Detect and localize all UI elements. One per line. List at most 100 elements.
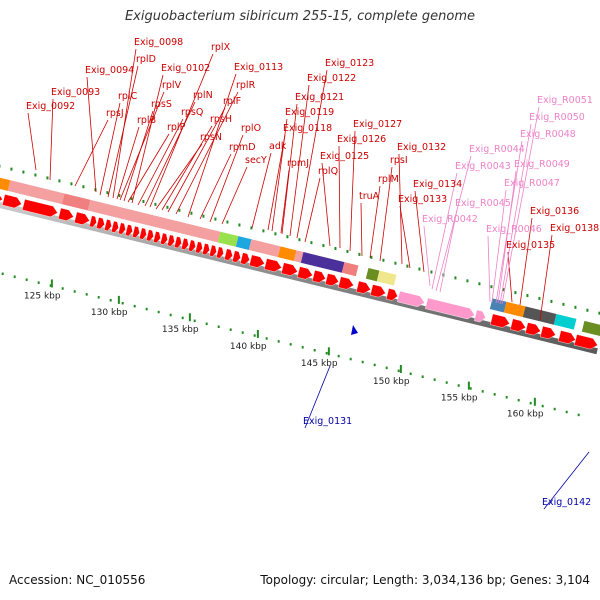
- cds-arrow: [139, 227, 147, 240]
- gene-leader-line: [27, 112, 37, 171]
- rna-arrow: [474, 309, 486, 323]
- feature-block: [489, 298, 507, 313]
- cds-arrow: [195, 241, 203, 254]
- gene-leader-line: [497, 170, 517, 304]
- cds-arrow: [104, 219, 112, 232]
- cds-arrow: [386, 288, 398, 301]
- gene-leader-line: [399, 205, 411, 269]
- cds-arrow: [249, 254, 265, 268]
- feature-block: [277, 246, 297, 262]
- cds-arrow: [216, 246, 224, 259]
- gene-leader-line: [175, 91, 239, 215]
- gene-leader-line: [519, 217, 533, 306]
- scale-label: 160 kbp: [507, 410, 544, 420]
- gene-label: Exig_R0046: [486, 224, 542, 235]
- gene-label: Exig_0142: [542, 497, 591, 508]
- gene-leader-line: [99, 102, 121, 196]
- gene-label: Exig_0092: [26, 101, 75, 112]
- cds-arrow: [96, 217, 105, 230]
- gene-label: Exig_0121: [295, 92, 344, 103]
- feature-block: [300, 252, 345, 273]
- gene-leader-line: [199, 153, 232, 220]
- cds-arrow: [264, 258, 282, 272]
- gene-label: Exig_R0042: [422, 214, 478, 225]
- gene-leader-line: [144, 101, 196, 207]
- cds-arrow: [312, 270, 326, 283]
- cds-arrow: [558, 330, 576, 344]
- gene-leader-line: [86, 76, 97, 193]
- feature-block: [503, 301, 526, 318]
- scale-label: 130 kbp: [91, 308, 128, 318]
- gene-leader-line: [155, 143, 203, 210]
- feature-block: [522, 306, 557, 325]
- cds-arrow: [356, 280, 371, 294]
- gene-label: rplC: [118, 91, 138, 102]
- gene-label: Exig_0094: [85, 65, 134, 76]
- topology-summary: Topology: circular; Length: 3,034,136 bp…: [260, 573, 590, 587]
- gene-leader-line: [423, 225, 431, 287]
- cds-arrow: [232, 250, 241, 263]
- gene-label: rplQ: [318, 166, 338, 177]
- gene-label: Exig_0126: [337, 134, 386, 145]
- gene-label: Exig_0132: [397, 142, 446, 153]
- rna-arrow: [425, 297, 475, 320]
- gene-leader-line: [131, 74, 164, 204]
- gene-label: Exig_R0043: [455, 161, 511, 172]
- cds-arrow: [240, 252, 250, 265]
- gene-label: Exig_0125: [320, 151, 369, 162]
- map-title: Exiguobacterium sibiricum 255-15, comple…: [124, 9, 476, 24]
- gene-leader-line: [379, 166, 393, 262]
- gene-leader-line: [296, 69, 328, 239]
- gene-label: rpmJ: [287, 158, 309, 169]
- gene-leader-line: [187, 73, 237, 218]
- cds-arrow: [160, 232, 168, 245]
- gene-label: Exig_R0051: [537, 95, 593, 106]
- gene-leader-line: [507, 251, 513, 303]
- gene-leader-line: [280, 169, 290, 234]
- cds-arrow: [0, 195, 3, 202]
- cds-arrow: [118, 222, 126, 235]
- gene-label: rpsH: [210, 114, 232, 125]
- scale-label: 155 kbp: [441, 394, 478, 404]
- scale-label: 135 kbp: [162, 325, 199, 335]
- gene-leader-line: [251, 152, 272, 229]
- gene-leader-line: [304, 177, 321, 243]
- gene-leader-line: [349, 130, 356, 252]
- rna-arrow: [397, 290, 425, 307]
- gene-leader-line: [149, 53, 214, 208]
- cds-arrow: [22, 198, 58, 218]
- cds-arrow: [58, 207, 74, 221]
- gene-label: rplR: [236, 80, 256, 91]
- gene-label: Exig_R0050: [529, 112, 585, 123]
- cds-arrow: [202, 243, 210, 256]
- gene-label: Exig_0113: [234, 62, 283, 73]
- gene-leader-line: [543, 451, 590, 510]
- cds-arrow: [74, 211, 90, 225]
- gene-leader-line: [209, 134, 244, 223]
- gene-label: rplV: [162, 80, 182, 91]
- gene-label: Exig_0127: [353, 119, 402, 130]
- cds-arrow: [338, 276, 354, 290]
- scale-label: 150 kbp: [373, 377, 410, 387]
- gene-leader-line: [281, 103, 298, 235]
- gene-leader-line: [123, 110, 154, 202]
- gene-label: rplB: [137, 115, 156, 126]
- gene-leader-line: [271, 118, 288, 232]
- cds-arrow: [2, 194, 22, 209]
- gene-leader-line: [304, 365, 331, 429]
- cds-arrow: [209, 244, 217, 257]
- cds-arrow: [111, 220, 119, 233]
- gene-leader-line: [321, 162, 331, 247]
- gene-leader-line: [49, 98, 54, 181]
- cds-arrow: [525, 322, 541, 336]
- gene-label: rpsI: [390, 155, 408, 166]
- cds-arrow: [188, 239, 196, 252]
- gene-label: rplP: [167, 122, 186, 133]
- cds-arrow: [325, 273, 339, 287]
- feature-block: [248, 239, 281, 258]
- feature-block: [365, 267, 380, 282]
- gene-label: rplO: [241, 123, 261, 134]
- gene-label: Exig_0122: [307, 73, 356, 84]
- gene-label: Exig_0102: [161, 63, 210, 74]
